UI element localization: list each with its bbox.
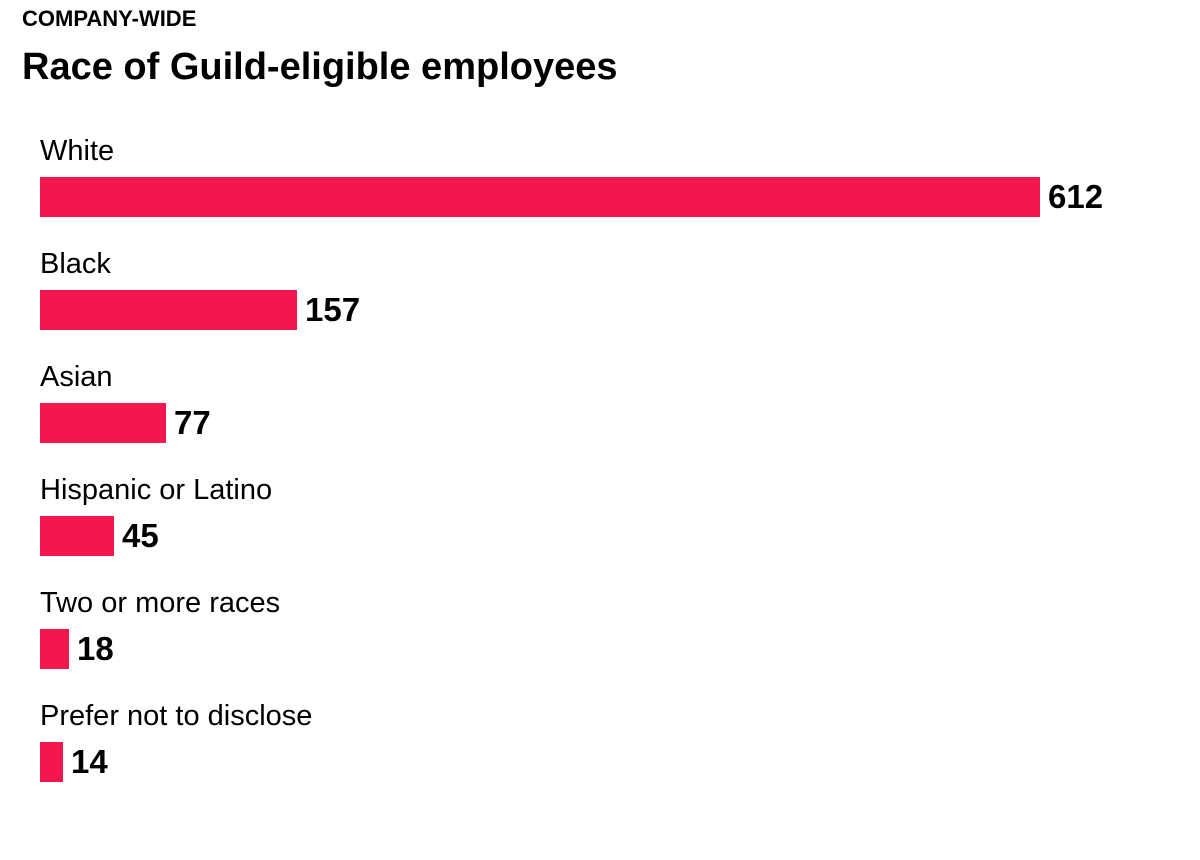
value-label: 157 xyxy=(305,291,361,328)
category-label: Black xyxy=(40,248,111,280)
value-label: 77 xyxy=(174,404,211,441)
bar-row: White 612 xyxy=(40,134,1180,217)
chart-kicker: COMPANY-WIDE xyxy=(22,6,197,31)
category-label: Hispanic or Latino xyxy=(40,474,273,506)
category-label: Two or more races xyxy=(40,587,281,619)
bar xyxy=(40,290,297,330)
bar-row: Prefer not to disclose 14 xyxy=(40,699,1180,782)
category-label: Asian xyxy=(40,361,113,393)
bar xyxy=(40,629,69,669)
chart-title: Race of Guild-eligible employees xyxy=(22,46,618,88)
value-label: 18 xyxy=(77,630,114,667)
category-label: White xyxy=(40,135,115,167)
bar xyxy=(40,177,1040,217)
bar xyxy=(40,742,63,782)
value-label: 14 xyxy=(71,743,108,780)
bar-row: Hispanic or Latino 45 xyxy=(40,473,1180,556)
bar xyxy=(40,516,114,556)
value-label: 45 xyxy=(122,517,159,554)
bar-row: Asian 77 xyxy=(40,360,1180,443)
bar-row: Black 157 xyxy=(40,247,1180,330)
bar-row: Two or more races 18 xyxy=(40,586,1180,669)
bar xyxy=(40,403,166,443)
value-label: 612 xyxy=(1048,178,1104,215)
category-label: Prefer not to disclose xyxy=(40,700,313,732)
